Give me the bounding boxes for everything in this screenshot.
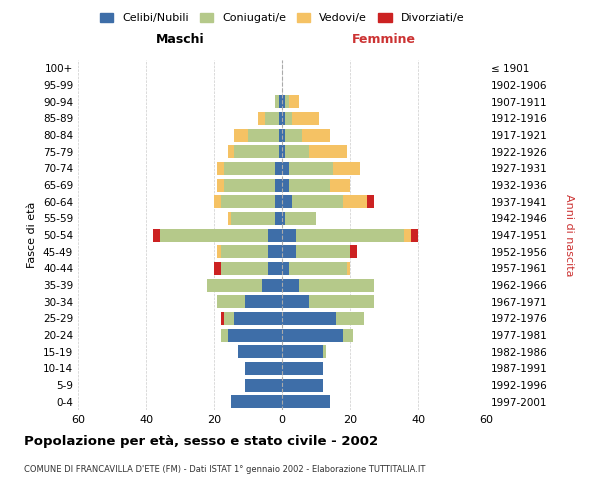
Bar: [282, 378, 323, 392]
Bar: [214, 262, 221, 275]
Bar: [235, 312, 282, 325]
Bar: [343, 328, 353, 342]
Bar: [217, 295, 245, 308]
Bar: [289, 162, 333, 175]
Bar: [221, 245, 268, 258]
Bar: [282, 245, 296, 258]
Bar: [221, 312, 224, 325]
Bar: [231, 395, 282, 408]
Bar: [221, 262, 268, 275]
Bar: [292, 112, 319, 125]
Bar: [224, 178, 275, 192]
Bar: [248, 128, 278, 141]
Bar: [282, 128, 286, 141]
Bar: [309, 295, 374, 308]
Bar: [282, 295, 309, 308]
Bar: [227, 328, 282, 342]
Bar: [278, 145, 282, 158]
Bar: [265, 112, 278, 125]
Bar: [282, 345, 323, 358]
Bar: [235, 145, 278, 158]
Bar: [333, 162, 360, 175]
Bar: [282, 362, 323, 375]
Bar: [227, 145, 235, 158]
Text: Popolazione per età, sesso e stato civile - 2002: Popolazione per età, sesso e stato civil…: [24, 435, 378, 448]
Bar: [282, 328, 343, 342]
Bar: [278, 112, 282, 125]
Bar: [289, 95, 299, 108]
Bar: [278, 95, 282, 108]
Bar: [268, 228, 282, 241]
Bar: [282, 145, 286, 158]
Bar: [235, 128, 248, 141]
Bar: [367, 195, 374, 208]
Bar: [292, 195, 343, 208]
Bar: [245, 378, 282, 392]
Bar: [245, 362, 282, 375]
Bar: [238, 345, 282, 358]
Bar: [299, 278, 374, 291]
Bar: [289, 262, 347, 275]
Bar: [323, 345, 326, 358]
Bar: [286, 95, 289, 108]
Bar: [286, 128, 302, 141]
Bar: [231, 212, 275, 225]
Bar: [404, 228, 411, 241]
Bar: [275, 212, 282, 225]
Bar: [286, 145, 309, 158]
Bar: [296, 245, 350, 258]
Bar: [153, 228, 160, 241]
Bar: [282, 178, 289, 192]
Bar: [160, 228, 268, 241]
Bar: [289, 178, 329, 192]
Bar: [268, 262, 282, 275]
Bar: [224, 312, 235, 325]
Bar: [245, 295, 282, 308]
Bar: [227, 212, 231, 225]
Bar: [221, 328, 227, 342]
Bar: [221, 195, 275, 208]
Bar: [282, 228, 296, 241]
Legend: Celibi/Nubili, Coniugati/e, Vedovi/e, Divorziati/e: Celibi/Nubili, Coniugati/e, Vedovi/e, Di…: [95, 8, 469, 28]
Bar: [207, 278, 262, 291]
Bar: [286, 112, 292, 125]
Bar: [275, 162, 282, 175]
Bar: [224, 162, 275, 175]
Bar: [286, 212, 316, 225]
Y-axis label: Fasce di età: Fasce di età: [28, 202, 37, 268]
Bar: [282, 278, 299, 291]
Bar: [296, 228, 404, 241]
Bar: [275, 178, 282, 192]
Bar: [337, 312, 364, 325]
Bar: [278, 128, 282, 141]
Bar: [309, 145, 347, 158]
Bar: [282, 312, 337, 325]
Bar: [214, 195, 221, 208]
Bar: [282, 195, 292, 208]
Bar: [275, 95, 278, 108]
Bar: [282, 162, 289, 175]
Bar: [268, 245, 282, 258]
Y-axis label: Anni di nascita: Anni di nascita: [564, 194, 574, 276]
Bar: [411, 228, 418, 241]
Bar: [282, 262, 289, 275]
Bar: [343, 195, 367, 208]
Bar: [217, 162, 224, 175]
Bar: [350, 245, 357, 258]
Bar: [258, 112, 265, 125]
Bar: [282, 95, 286, 108]
Bar: [329, 178, 350, 192]
Text: COMUNE DI FRANCAVILLA D'ETE (FM) - Dati ISTAT 1° gennaio 2002 - Elaborazione TUT: COMUNE DI FRANCAVILLA D'ETE (FM) - Dati …: [24, 465, 425, 474]
Bar: [302, 128, 329, 141]
Bar: [282, 112, 286, 125]
Bar: [217, 178, 224, 192]
Bar: [217, 245, 221, 258]
Bar: [282, 212, 286, 225]
Bar: [347, 262, 350, 275]
Bar: [282, 395, 329, 408]
Text: Femmine: Femmine: [352, 33, 416, 46]
Bar: [275, 195, 282, 208]
Bar: [262, 278, 282, 291]
Text: Maschi: Maschi: [155, 33, 205, 46]
